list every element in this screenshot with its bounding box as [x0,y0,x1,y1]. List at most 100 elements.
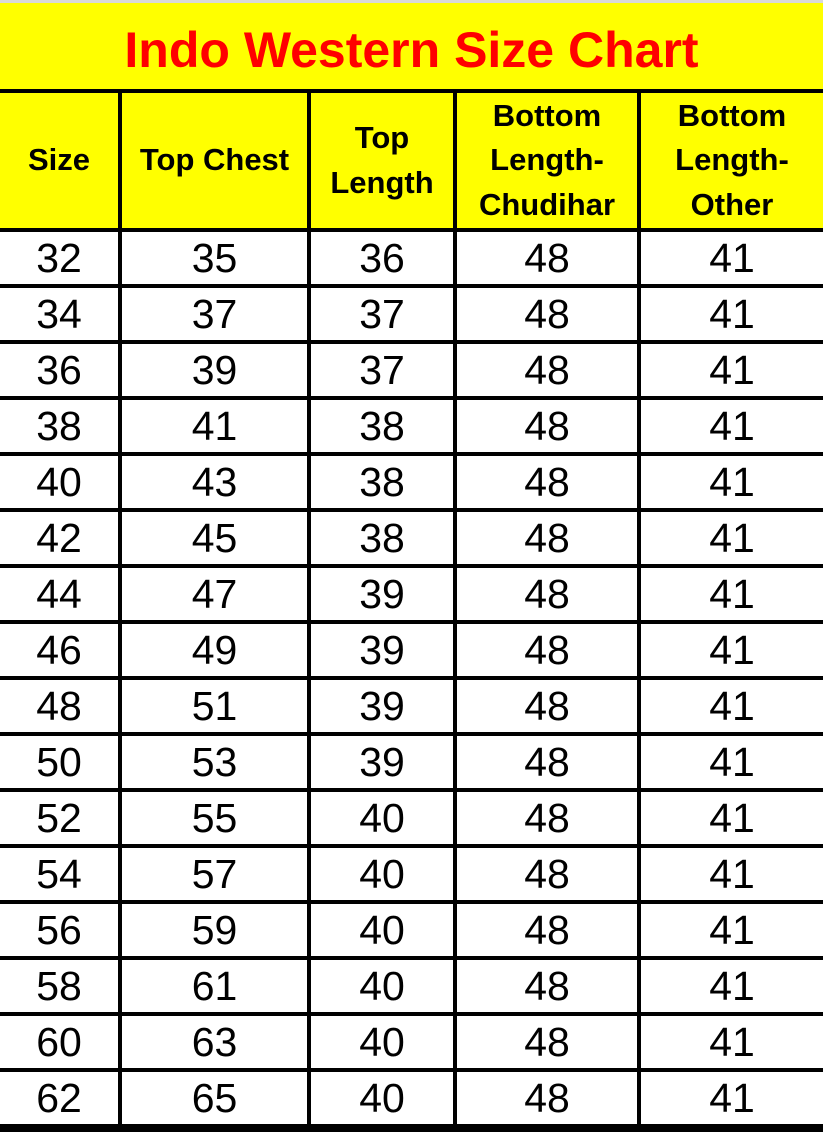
cell-bottom-length-other: 41 [637,512,823,564]
cell-bottom-length-chudihar: 48 [453,456,637,508]
table-row: 62 65 40 48 41 [0,1068,823,1124]
header-top-chest: Top Chest [118,93,307,228]
cell-top-chest: 61 [118,960,307,1012]
header-top-length: Top Length [307,93,453,228]
cell-top-chest: 49 [118,624,307,676]
table-row: 32 35 36 48 41 [0,228,823,284]
table-body: 32 35 36 48 41 34 37 37 48 41 36 39 37 4… [0,228,823,1124]
table-row: 50 53 39 48 41 [0,732,823,788]
cell-size: 36 [36,346,82,393]
cell-top-chest: 57 [118,848,307,900]
cell-top-chest: 47 [118,568,307,620]
cell-top-length: 39 [307,624,453,676]
table-row: 48 51 39 48 41 [0,676,823,732]
cell-top-chest: 59 [118,904,307,956]
cell-top-length: 38 [307,512,453,564]
table-row: 36 39 37 48 41 [0,340,823,396]
table-row: 52 55 40 48 41 [0,788,823,844]
cell-size: 42 [36,514,82,561]
cell-bottom-length-other: 41 [637,400,823,452]
cell-top-chest: 35 [118,232,307,284]
cell-bottom-length-other: 41 [637,288,823,340]
table-row: 60 63 40 48 41 [0,1012,823,1068]
cell-bottom-length-chudihar: 48 [453,288,637,340]
top-gray-strip [0,0,823,3]
cell-top-chest: 65 [118,1072,307,1124]
table-row: 58 61 40 48 41 [0,956,823,1012]
cell-size: 62 [36,1074,82,1121]
cell-top-chest: 55 [118,792,307,844]
cell-size: 34 [36,290,82,337]
cell-top-length: 38 [307,456,453,508]
cell-size: 56 [36,906,82,953]
title-divider [0,89,823,93]
header-size: Size [27,142,91,178]
cell-bottom-length-other: 41 [637,960,823,1012]
cell-size: 50 [36,738,82,785]
cell-size: 54 [36,850,82,897]
cell-bottom-length-other: 41 [637,1016,823,1068]
cell-bottom-length-other: 41 [637,232,823,284]
cell-top-chest: 51 [118,680,307,732]
cell-top-chest: 45 [118,512,307,564]
cell-size: 60 [36,1018,82,1065]
table-row: 38 41 38 48 41 [0,396,823,452]
cell-bottom-length-chudihar: 48 [453,792,637,844]
cell-top-length: 40 [307,1016,453,1068]
table-row: 54 57 40 48 41 [0,844,823,900]
cell-bottom-length-chudihar: 48 [453,624,637,676]
cell-top-length: 39 [307,680,453,732]
cell-bottom-length-other: 41 [637,1072,823,1124]
cell-size: 48 [36,682,82,729]
cell-bottom-length-chudihar: 48 [453,1016,637,1068]
cell-top-length: 40 [307,1072,453,1124]
cell-bottom-length-other: 41 [637,680,823,732]
cell-bottom-length-chudihar: 48 [453,568,637,620]
bottom-black-bar [0,1124,823,1132]
cell-top-length: 40 [307,904,453,956]
header-bottom-length-other: Bottom Length- Other [637,93,823,228]
cell-top-chest: 39 [118,344,307,396]
cell-bottom-length-other: 41 [637,568,823,620]
page-title: Indo Western Size Chart [124,22,699,78]
header-bottom-length-chudihar: Bottom Length- Chudihar [453,93,637,228]
cell-top-length: 39 [307,568,453,620]
cell-size: 38 [36,402,82,449]
cell-top-length: 40 [307,960,453,1012]
cell-top-chest: 37 [118,288,307,340]
cell-top-length: 37 [307,344,453,396]
cell-bottom-length-other: 41 [637,456,823,508]
cell-size: 52 [36,794,82,841]
cell-size: 46 [36,626,82,673]
cell-top-length: 36 [307,232,453,284]
cell-bottom-length-chudihar: 48 [453,904,637,956]
title-bar: Indo Western Size Chart [0,3,823,89]
cell-size: 44 [36,570,82,617]
cell-top-chest: 53 [118,736,307,788]
table-row: 40 43 38 48 41 [0,452,823,508]
table-header-row: Size Top Chest Top Length Bottom Length-… [0,93,823,228]
cell-bottom-length-chudihar: 48 [453,736,637,788]
cell-top-chest: 63 [118,1016,307,1068]
cell-size: 58 [36,962,82,1009]
cell-top-length: 39 [307,736,453,788]
cell-bottom-length-chudihar: 48 [453,344,637,396]
cell-bottom-length-other: 41 [637,736,823,788]
cell-bottom-length-chudihar: 48 [453,1072,637,1124]
cell-bottom-length-other: 41 [637,624,823,676]
table-row: 34 37 37 48 41 [0,284,823,340]
table-row: 46 49 39 48 41 [0,620,823,676]
cell-bottom-length-chudihar: 48 [453,512,637,564]
cell-bottom-length-other: 41 [637,344,823,396]
cell-bottom-length-chudihar: 48 [453,960,637,1012]
cell-top-chest: 41 [118,400,307,452]
cell-bottom-length-chudihar: 48 [453,232,637,284]
cell-top-chest: 43 [118,456,307,508]
table-row: 44 47 39 48 41 [0,564,823,620]
cell-bottom-length-other: 41 [637,904,823,956]
cell-size: 40 [36,458,82,505]
table-row: 56 59 40 48 41 [0,900,823,956]
cell-bottom-length-chudihar: 48 [453,400,637,452]
cell-bottom-length-chudihar: 48 [453,680,637,732]
